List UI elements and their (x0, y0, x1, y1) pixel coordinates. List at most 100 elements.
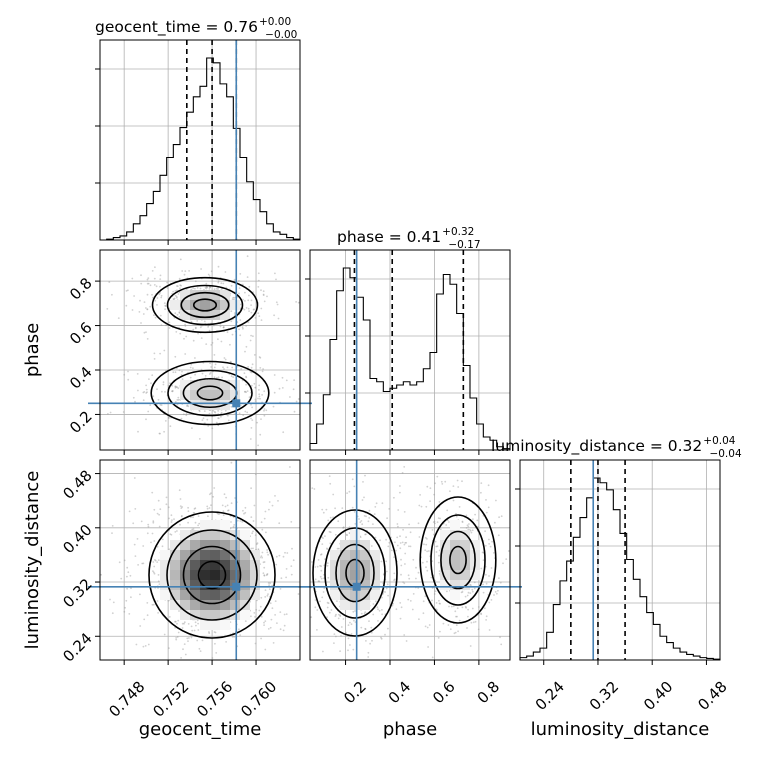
density-cell (370, 560, 380, 570)
density-cell (450, 560, 460, 570)
scatter-point (187, 623, 190, 625)
scatter-point (360, 612, 363, 615)
scatter-point (189, 376, 192, 379)
scatter-point (245, 376, 248, 379)
scatter-point (363, 496, 365, 499)
scatter-point (147, 525, 150, 528)
scatter-point (152, 603, 155, 606)
xtick-label-geocent_time-0: 0.748 (105, 678, 148, 721)
scatter-point (176, 403, 179, 406)
scatter-point (151, 603, 154, 606)
scatter-point (243, 512, 245, 515)
scatter-point (266, 295, 268, 298)
scatter-point (435, 551, 438, 553)
scatter-point (415, 566, 417, 569)
scatter-point (147, 282, 150, 285)
scatter-point (349, 644, 351, 646)
scatter-point (254, 386, 257, 389)
scatter-point (399, 602, 402, 604)
scatter-point (232, 376, 235, 378)
scatter-point (290, 565, 293, 567)
scatter-point (146, 293, 149, 296)
density-cell (460, 540, 470, 550)
scatter-point (427, 550, 430, 552)
scatter-point (167, 417, 170, 419)
scatter-point (153, 565, 156, 568)
scatter-point (146, 308, 149, 310)
scatter-point (250, 516, 253, 518)
scatter-point (334, 507, 336, 510)
scatter-point (259, 367, 262, 369)
scatter-point (271, 607, 274, 610)
scatter-point (456, 615, 458, 618)
scatter-point (330, 609, 333, 611)
scatter-point (322, 591, 325, 593)
scatter-point (260, 319, 263, 321)
scatter-point (350, 633, 353, 635)
scatter-point (311, 487, 314, 489)
scatter-point (238, 280, 240, 282)
scatter-point (232, 296, 235, 299)
density-cell (450, 580, 460, 590)
scatter-point (263, 300, 266, 303)
scatter-point (466, 594, 469, 597)
scatter-phase-vs-geocent_time (106, 255, 300, 447)
scatter-point (441, 483, 444, 485)
scatter-point (146, 391, 148, 394)
scatter-point (393, 496, 395, 499)
scatter-point (494, 521, 496, 524)
density-cell (460, 570, 470, 580)
scatter-point (154, 299, 157, 302)
scatter-point (153, 572, 156, 575)
scatter-point (153, 352, 156, 355)
density-cell (350, 550, 360, 560)
scatter-point (257, 397, 259, 400)
density-cell (190, 540, 200, 550)
scatter-point (444, 480, 447, 483)
scatter-point (278, 522, 281, 525)
scatter-point (154, 559, 156, 561)
scatter-point (262, 290, 265, 293)
scatter-point (495, 499, 497, 502)
scatter-point (249, 339, 252, 342)
scatter-point (236, 519, 239, 522)
scatter-point (420, 505, 423, 508)
scatter-point (154, 559, 157, 562)
scatter-point (180, 417, 183, 420)
scatter-point (457, 486, 460, 488)
scatter-point (263, 566, 266, 569)
scatter-point (194, 621, 197, 624)
density-cell (170, 550, 180, 560)
truth-marker-1-2 (352, 582, 361, 591)
scatter-point (224, 409, 227, 412)
scatter-point (400, 573, 402, 576)
scatter-point (372, 603, 375, 605)
density-cell (180, 570, 190, 580)
scatter-point (214, 411, 217, 414)
contours-phase-vs-geocent_time (150, 276, 270, 426)
scatter-point (432, 533, 435, 536)
scatter-point (246, 390, 249, 392)
scatter-point (132, 522, 135, 525)
scatter-point (185, 414, 188, 417)
scatter-point (176, 289, 178, 292)
scatter-point (321, 543, 324, 545)
scatter-point (496, 592, 498, 595)
density-cell (330, 550, 340, 560)
scatter-point (351, 506, 354, 509)
scatter-point (156, 512, 159, 515)
scatter-point (210, 366, 213, 368)
ytick-label-luminosity_distance-1: 0.32 (59, 575, 95, 611)
scatter-point (187, 405, 190, 408)
density-cell (330, 570, 340, 580)
scatter-point (248, 285, 251, 288)
scatter-point (470, 584, 472, 586)
scatter-point (277, 317, 280, 320)
scatter-point (364, 474, 366, 477)
scatter-point (178, 311, 181, 314)
scatter-point (397, 509, 400, 511)
scatter-point (448, 521, 450, 523)
scatter-point (123, 559, 126, 562)
scatter-point (157, 574, 160, 576)
scatter-point (471, 607, 474, 610)
